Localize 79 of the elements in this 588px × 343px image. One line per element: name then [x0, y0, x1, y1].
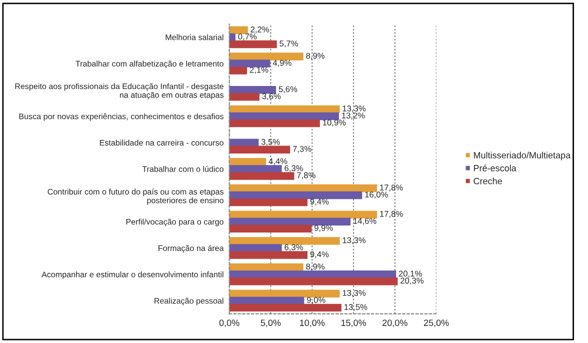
bar	[229, 40, 277, 48]
data-label: 8,9%	[306, 52, 324, 60]
legend-label: Creche	[474, 178, 502, 184]
bar	[229, 251, 308, 259]
bar	[229, 52, 304, 60]
data-label: 13,5%	[344, 304, 368, 311]
bar	[229, 66, 248, 74]
bar	[229, 86, 276, 94]
y-tick-label: Realização pessoal	[154, 298, 224, 306]
bar	[229, 244, 282, 252]
bar	[229, 105, 340, 114]
data-label: 9,4%	[310, 198, 329, 206]
data-label: 20,1%	[398, 270, 422, 278]
bar	[229, 304, 342, 312]
data-label: 2,2%	[250, 26, 270, 34]
data-label: 16,0%	[365, 192, 388, 198]
y-tick-label: Melhoria salarial	[166, 34, 224, 40]
bar	[229, 263, 304, 272]
data-label: 13,3%	[342, 290, 366, 297]
bar	[229, 93, 260, 101]
data-label: 6,3%	[284, 244, 303, 252]
bar	[229, 270, 396, 278]
y-tick-label: Respeito aos profissionais da Educação Infantil - desgaste na atuação em outras etapas	[15, 83, 224, 100]
x-tick-label: 20,0%	[382, 320, 408, 328]
bar	[229, 290, 340, 298]
data-label: 6,3%	[284, 165, 303, 172]
data-label: 0,7%	[238, 34, 257, 40]
x-tick-label: 0,0%	[219, 320, 240, 328]
data-label: 8,9%	[306, 264, 324, 271]
data-label: 3,6%	[262, 93, 281, 100]
y-tick-label: Perfil/vocação para o cargo	[126, 218, 224, 226]
bar	[229, 165, 282, 173]
legend-label: Multisseriado/Multietapa	[474, 152, 571, 160]
bar	[229, 218, 351, 226]
bar	[229, 224, 312, 233]
data-label: 3,5%	[261, 138, 280, 146]
data-label: 4,4%	[268, 158, 288, 166]
bar	[229, 112, 339, 120]
data-label: 17,8%	[380, 210, 403, 218]
data-label: 17,8%	[380, 184, 403, 192]
data-label: 9,9%	[314, 224, 333, 232]
data-label: 2,1%	[250, 66, 268, 74]
x-tick-label: 10,0%	[300, 320, 325, 328]
bar	[229, 60, 270, 68]
x-tick-label: 25,0%	[424, 320, 449, 328]
x-tick-label: 15,0%	[341, 320, 366, 328]
y-tick-label: Acompanhar e estimular o desenvolvimento infantil	[42, 271, 224, 279]
bar	[229, 277, 398, 286]
data-label: 9,4%	[310, 251, 329, 258]
y-tick-label: Trabalhar com alfabetização e letramento	[76, 60, 224, 68]
data-label: 20,3%	[400, 278, 424, 285]
bar	[229, 146, 290, 154]
data-label: 7,8%	[297, 172, 316, 180]
bar	[229, 184, 378, 192]
data-label: 13,3%	[342, 237, 366, 244]
x-tick-label: 5,0%	[260, 320, 281, 328]
bar	[229, 26, 248, 34]
y-tick-label: Busca por novas experiências, conhecimentos e desafios	[19, 113, 224, 121]
y-tick-label: Trabalhar com o lúdico	[142, 166, 224, 172]
data-label: 9,0%	[307, 297, 326, 304]
y-tick-label: Estabilidade na carreira - concurso	[100, 140, 224, 146]
bar	[229, 296, 304, 305]
data-label: 4,9%	[272, 60, 292, 67]
bar	[229, 191, 362, 200]
data-label: 14,6%	[354, 218, 376, 225]
bar	[229, 119, 320, 128]
y-tick-label: Contribuir com o futuro do país ou com as etapas posteriores de ensino	[48, 188, 224, 205]
legend-label: Pré-escola	[474, 164, 516, 172]
data-label: 5,6%	[278, 86, 298, 94]
bar	[229, 198, 308, 206]
data-label: 10,9%	[322, 120, 346, 126]
data-label: 13,3%	[342, 106, 366, 112]
bar	[229, 172, 294, 180]
data-label: 5,7%	[280, 40, 298, 48]
data-label: 13,2%	[342, 112, 365, 120]
bar	[229, 237, 340, 245]
data-label: 7,3%	[292, 146, 312, 153]
bar	[229, 210, 378, 218]
y-tick-label: Formação na área	[158, 245, 224, 253]
